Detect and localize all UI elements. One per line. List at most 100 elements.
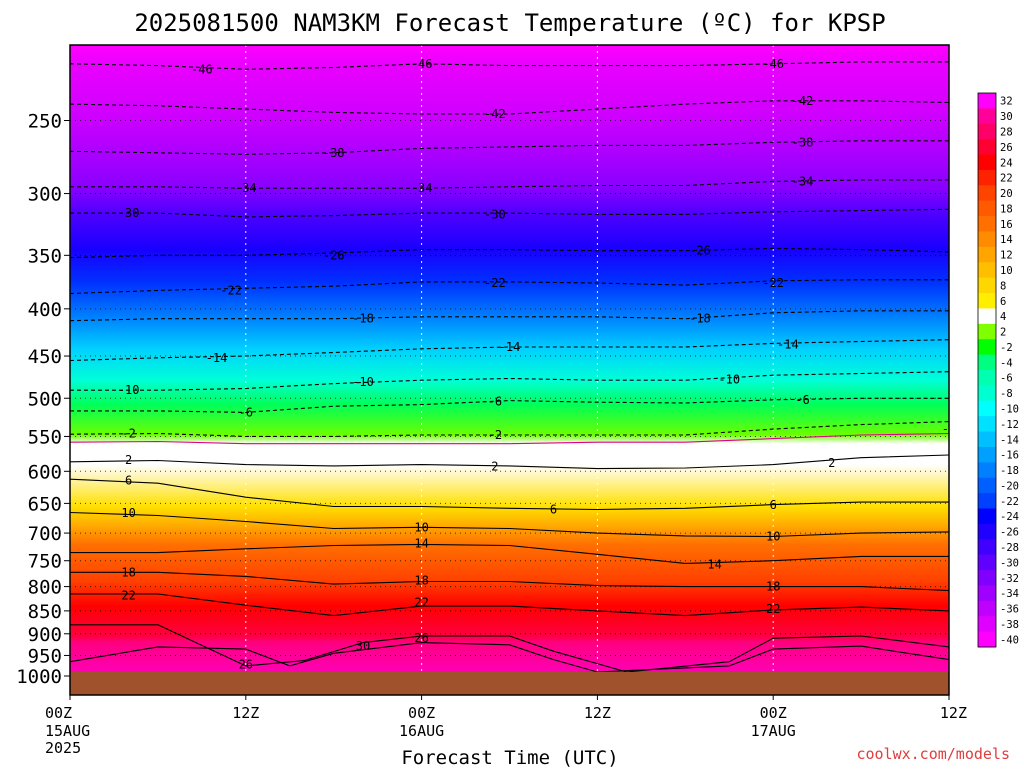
colorbar-label: 20	[1000, 188, 1013, 200]
isotherm-label: -22	[762, 276, 784, 290]
colorbar-swatch	[978, 431, 996, 448]
isotherm-label: 14	[414, 536, 428, 550]
isotherm-label: -18	[352, 312, 374, 326]
colorbar-swatch	[978, 354, 996, 371]
isotherm-label: 22	[766, 602, 780, 616]
isotherm-label: 30	[356, 639, 370, 653]
colorbar-label: 32	[1000, 96, 1013, 108]
isotherm-line	[70, 454, 949, 470]
colorbar-swatch	[978, 339, 996, 356]
isotherm-label: -46	[191, 62, 213, 76]
colorbar-swatch	[978, 262, 996, 279]
isotherm-label: 22	[121, 589, 135, 603]
isotherm-label: -14	[499, 340, 521, 354]
isotherm-line	[70, 543, 949, 564]
y-tick-label: 400	[28, 299, 62, 321]
colorbar-swatch	[978, 293, 996, 309]
isotherm-label: 26	[414, 631, 428, 645]
colorbar-label: -18	[1000, 465, 1019, 477]
colorbar-swatch	[978, 123, 996, 140]
plot-frame	[69, 44, 950, 696]
isotherm-line	[70, 478, 949, 511]
colorbar-swatch	[978, 185, 996, 202]
isotherm-label: -46	[762, 57, 784, 71]
colorbar-label: -14	[1000, 434, 1019, 446]
isotherm-label: 10	[766, 529, 780, 543]
x-tick-sublabel: 16AUG	[399, 722, 444, 740]
isotherm-line	[70, 432, 949, 445]
colorbar-label: 28	[1000, 126, 1013, 138]
colorbar-label: 24	[1000, 157, 1013, 169]
isotherm-label: -2	[942, 422, 956, 436]
colorbar-label: -36	[1000, 604, 1019, 616]
colorbar-label: -8	[1000, 388, 1013, 400]
y-tick-label: 350	[28, 245, 62, 267]
y-tick-label: 600	[28, 461, 62, 483]
isotherm-label: -10	[718, 372, 740, 386]
colorbar-swatch	[978, 600, 996, 617]
colorbar-swatch	[978, 93, 996, 109]
isotherm-label: 6	[125, 474, 132, 488]
colorbar-swatch	[978, 462, 996, 479]
colorbar-swatch	[978, 477, 996, 494]
ground-band	[70, 671, 949, 695]
isotherm-label: -38	[323, 146, 345, 160]
isotherm-label: 2	[491, 460, 498, 474]
plot-border	[69, 44, 950, 696]
isotherm-line	[70, 624, 949, 673]
colorbar-border	[977, 92, 997, 648]
y-tick-label: 300	[28, 184, 62, 206]
y-tick-label: 250	[28, 111, 62, 133]
y-tick-label: 750	[28, 551, 62, 573]
isotherm-label: -6	[239, 405, 253, 419]
isotherm-label: 18	[121, 565, 135, 579]
isotherm-label: -46	[411, 57, 433, 71]
colorbar-label: 4	[1000, 311, 1006, 323]
colorbar-swatch	[978, 200, 996, 217]
colorbar-label: 16	[1000, 219, 1013, 231]
isotherm-label: -14	[777, 337, 799, 351]
isotherm-label: -22	[484, 276, 506, 290]
colorbar-label: -28	[1000, 542, 1019, 554]
y-tick-label: 650	[28, 493, 62, 515]
isotherm-line	[70, 571, 949, 592]
isotherm-label: -18	[689, 312, 711, 326]
isotherm-label: 14	[707, 557, 721, 571]
colorbar-label: 2	[1000, 327, 1006, 339]
isotherm-label: -6	[795, 393, 809, 407]
isotherm-label: 18	[766, 580, 780, 594]
colorbar-swatch	[978, 323, 996, 340]
y-tick-label: 850	[28, 601, 62, 623]
colorbar-swatch	[978, 523, 996, 540]
y-tick-label: 550	[28, 426, 62, 448]
colorbar-label: -32	[1000, 573, 1019, 585]
isotherm-label: -26	[689, 244, 711, 258]
x-tick-label: 12Z	[232, 704, 259, 722]
temperature-field	[70, 45, 949, 695]
colorbar-swatch	[978, 493, 996, 509]
colorbar-label: -30	[1000, 557, 1019, 569]
colorbar-swatch	[978, 370, 996, 386]
isotherm-label: -2	[121, 427, 135, 441]
isotherm-label: -22	[220, 283, 242, 297]
colorbar-label: 18	[1000, 203, 1013, 215]
isotherm-label: -30	[118, 206, 140, 220]
colorbar-label: -38	[1000, 619, 1019, 631]
isotherm-label: 2	[125, 453, 132, 467]
colorbar-label: -34	[1000, 588, 1019, 600]
x-tick-label: 00Z	[45, 704, 72, 722]
colorbar-swatch	[978, 216, 996, 232]
colorbar-swatch	[978, 631, 996, 648]
isotherm-label: -26	[323, 248, 345, 262]
isotherm-label: -10	[352, 375, 374, 389]
isotherm-label: 6	[550, 502, 557, 516]
chart-title: 2025081500 NAM3KM Forecast Temperature (…	[134, 9, 885, 37]
isotherm-label: 18	[414, 574, 428, 588]
isotherm-label: -10	[118, 383, 140, 397]
colorbar-swatch	[978, 139, 996, 156]
colorbar-label: 30	[1000, 111, 1013, 123]
colorbar-swatch	[978, 585, 996, 602]
colorbar-swatch	[978, 616, 996, 633]
y-tick-label: 900	[28, 624, 62, 646]
